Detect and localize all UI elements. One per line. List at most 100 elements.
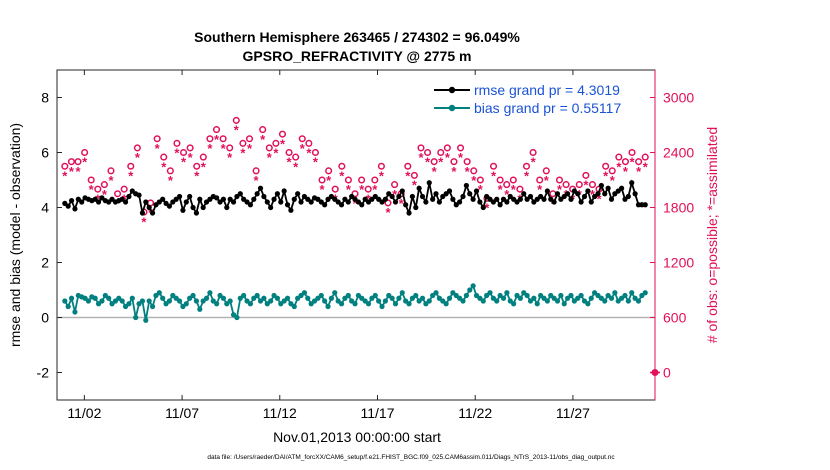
bias-point	[284, 295, 291, 301]
rmse-point	[274, 191, 281, 197]
y-tick-label-left: 0	[41, 310, 49, 326]
bias-point	[190, 292, 196, 299]
obs-possible-point	[94, 185, 102, 193]
rmse-point	[565, 191, 571, 197]
y-tick-label-left: 4	[41, 200, 49, 216]
bias-point	[345, 292, 351, 299]
obs-possible-point	[443, 144, 451, 152]
bias-point	[554, 298, 561, 304]
rmse-point	[433, 191, 439, 197]
obs-assimilated-point: *	[524, 168, 530, 183]
obs-assimilated-point: *	[405, 168, 411, 183]
bias-point	[568, 292, 574, 299]
rmse-point	[416, 185, 422, 191]
rmse-point	[143, 199, 149, 205]
bias-point	[203, 295, 210, 301]
obs-possible-point	[133, 144, 141, 152]
bias-point	[328, 295, 335, 301]
obs-assimilated-point: *	[465, 164, 471, 179]
chart-title-line2: GPSRO_REFRACTIVITY @ 2775 m	[243, 48, 472, 64]
y-tick-label-right: 1800	[663, 200, 694, 216]
bias-point	[149, 303, 156, 310]
bias-point	[241, 292, 247, 299]
obs-possible-point	[364, 185, 372, 193]
rmse-point	[166, 203, 173, 209]
obs-possible-point	[298, 135, 306, 143]
obs-possible-point	[232, 116, 240, 124]
rmse-point	[224, 204, 230, 211]
rmse-point	[396, 193, 402, 200]
bias-point	[376, 298, 382, 304]
obs-possible-point	[265, 144, 273, 152]
obs-assimilated-point: *	[247, 141, 253, 156]
obs-assimilated-point: *	[418, 150, 424, 165]
rmse-point	[527, 193, 534, 200]
rmse-point	[517, 196, 523, 202]
y-tick-label-right: 600	[663, 310, 687, 326]
obs-assimilated-point: *	[346, 182, 352, 197]
bias-point	[156, 290, 162, 296]
rmse-point	[176, 193, 183, 200]
obs-assimilated-point: *	[583, 178, 589, 193]
bias-point	[332, 290, 338, 296]
obs-possible-point	[588, 181, 597, 189]
obs-assimilated-point: *	[108, 173, 114, 188]
bias-point	[511, 301, 517, 307]
obs-possible-point	[160, 153, 168, 161]
rmse-point	[541, 196, 547, 202]
rmse-point	[146, 204, 152, 211]
rmse-point	[521, 191, 527, 197]
rmse-point	[642, 202, 648, 208]
obs-possible-point	[529, 148, 537, 157]
bias-point	[193, 298, 200, 304]
x-tick-label: 11/17	[360, 405, 394, 421]
obs-assimilated-point: *	[89, 182, 95, 197]
rmse-point	[126, 193, 132, 200]
obs-assimilated-point: *	[385, 205, 391, 220]
obs-assimilated-point: *	[128, 168, 134, 183]
obs-possible-point	[199, 153, 207, 161]
obs-possible-point	[522, 162, 531, 170]
rmse-point	[136, 192, 142, 198]
obs-assimilated-point: *	[155, 141, 161, 156]
rmse-point	[271, 196, 277, 202]
bias-point	[68, 295, 75, 301]
rmse-point	[278, 199, 284, 205]
rmse-point	[423, 199, 429, 205]
obs-assimilated-point: *	[445, 150, 451, 165]
obs-assimilated-point: *	[590, 187, 596, 202]
rmse-point	[183, 199, 189, 205]
rmse-point	[139, 210, 146, 216]
plot-area	[56, 69, 656, 401]
rmse-point	[413, 204, 419, 211]
obs-possible-point	[107, 167, 115, 175]
x-tick-label: 11/02	[67, 405, 101, 421]
obs-assimilated-point: *	[260, 132, 266, 147]
obs-assimilated-point: *	[174, 146, 180, 161]
obs-possible-point	[331, 185, 339, 193]
obs-possible-point	[582, 171, 590, 179]
bias-point	[480, 298, 486, 304]
obs-assimilated-point: *	[313, 155, 319, 170]
bias-point	[166, 298, 173, 304]
obs-assimilated-point: *	[616, 159, 622, 174]
bias-point	[389, 295, 395, 301]
rmse-point	[79, 199, 85, 205]
obs-possible-point	[437, 148, 445, 157]
bias-point	[588, 295, 594, 301]
obs-possible-point	[278, 130, 287, 138]
bias-point	[517, 295, 523, 301]
obs-assimilated-point: *	[630, 155, 636, 170]
obs-assimilated-point: *	[537, 182, 543, 197]
obs-assimilated-point: *	[254, 173, 260, 188]
bias-point	[642, 290, 648, 296]
obs-assimilated-point: *	[643, 159, 649, 174]
obs-assimilated-point: *	[287, 155, 293, 170]
rmse-point	[72, 206, 78, 212]
obs-possible-point	[410, 171, 418, 179]
rmse-point	[382, 196, 388, 202]
bias-point	[254, 292, 260, 299]
rmse-point	[95, 199, 102, 205]
bias-point	[322, 298, 328, 304]
obs-assimilated-point: *	[280, 136, 286, 151]
